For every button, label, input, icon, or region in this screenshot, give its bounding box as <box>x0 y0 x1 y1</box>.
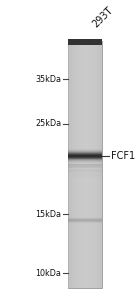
Bar <box>83 41 84 288</box>
Bar <box>81 41 82 288</box>
Bar <box>96 41 97 288</box>
Bar <box>99 41 100 288</box>
Bar <box>68 39 102 45</box>
Bar <box>88 41 89 288</box>
Bar <box>85 41 86 288</box>
Bar <box>68 169 102 170</box>
Bar <box>101 41 102 288</box>
Bar <box>92 41 93 288</box>
Bar <box>72 41 73 288</box>
Bar <box>68 180 102 181</box>
Bar <box>68 41 69 288</box>
Text: 10kDa: 10kDa <box>36 269 61 278</box>
Text: 293T: 293T <box>91 5 115 29</box>
Bar <box>77 41 78 288</box>
Bar <box>68 179 102 180</box>
Bar <box>71 41 72 288</box>
Bar <box>70 41 71 288</box>
Bar <box>68 177 102 178</box>
Bar <box>68 178 102 179</box>
Bar <box>69 41 70 288</box>
Bar <box>87 41 88 288</box>
Bar <box>68 165 102 166</box>
Text: 25kDa: 25kDa <box>35 119 61 128</box>
Bar <box>90 41 91 288</box>
Bar <box>74 41 75 288</box>
Text: 15kDa: 15kDa <box>35 210 61 219</box>
Bar <box>68 176 102 177</box>
Bar <box>98 41 99 288</box>
Bar <box>94 41 95 288</box>
Bar <box>75 41 76 288</box>
Bar <box>78 41 79 288</box>
Bar <box>68 171 102 172</box>
Bar <box>97 41 98 288</box>
Bar <box>73 41 74 288</box>
Bar <box>68 163 102 164</box>
Bar <box>84 41 85 288</box>
Bar <box>68 172 102 173</box>
Bar <box>86 41 87 288</box>
Bar <box>76 41 77 288</box>
Bar <box>68 164 102 165</box>
Bar <box>95 41 96 288</box>
Bar <box>91 41 92 288</box>
Bar <box>100 41 101 288</box>
Text: FCF1: FCF1 <box>111 151 135 161</box>
Bar <box>68 167 102 168</box>
Bar <box>93 41 94 288</box>
Bar <box>80 41 81 288</box>
Bar <box>68 41 102 288</box>
Bar <box>79 41 80 288</box>
Bar <box>68 174 102 175</box>
Bar <box>68 170 102 171</box>
Bar <box>89 41 90 288</box>
Text: 35kDa: 35kDa <box>35 75 61 84</box>
Bar <box>68 173 102 174</box>
Bar <box>82 41 83 288</box>
